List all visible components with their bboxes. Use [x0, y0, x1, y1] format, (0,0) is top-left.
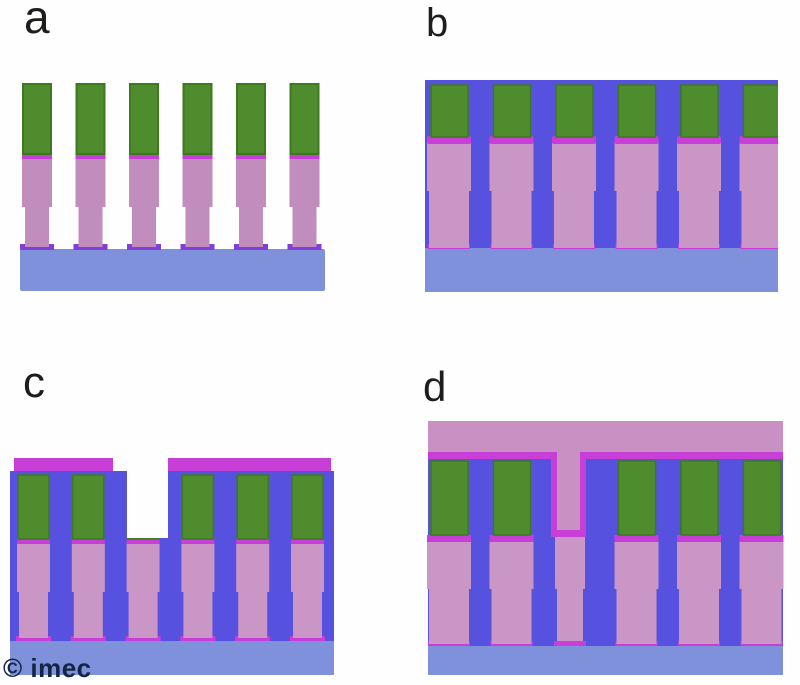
pillar — [613, 84, 660, 250]
trench-liner-right — [580, 452, 586, 537]
gapfill-blue — [10, 471, 334, 642]
pillar — [19, 83, 55, 251]
pillar — [613, 460, 660, 647]
substrate — [10, 641, 334, 675]
trench-liner-bottom — [551, 530, 586, 537]
pillar — [551, 84, 597, 250]
panel-b-label: b — [426, 1, 448, 45]
pillar — [126, 83, 162, 251]
resist-strip-right — [168, 458, 331, 471]
pillar — [233, 83, 269, 251]
panel-d: d — [423, 363, 785, 675]
panel-c-label: c — [23, 358, 45, 407]
pillar — [179, 83, 216, 251]
pillar — [738, 460, 785, 647]
imec-watermark: © imec — [3, 653, 92, 683]
pillar — [676, 460, 722, 647]
panel-d-label: d — [423, 363, 446, 410]
pillar — [15, 474, 52, 642]
panel-a-label: a — [24, 0, 50, 43]
middle-pillar-base-line — [554, 641, 586, 646]
pillar — [426, 84, 472, 250]
pillar — [676, 84, 722, 250]
panel-c: c © imec — [3, 358, 334, 683]
gapfill-blue — [428, 459, 783, 646]
substrate — [425, 248, 778, 292]
pillar — [488, 460, 535, 647]
pillar — [289, 474, 326, 642]
pillar — [286, 83, 323, 251]
pillar — [179, 474, 217, 642]
overcoat-pink-layer — [428, 421, 783, 452]
substrate — [20, 249, 325, 291]
substrate — [428, 646, 783, 675]
pillar — [426, 460, 472, 647]
pillar — [488, 84, 535, 250]
middle-fin-pink-lower — [557, 588, 583, 644]
pillar — [234, 474, 271, 642]
liner-line — [428, 452, 783, 459]
trench-fill-pink — [557, 446, 580, 530]
pillar — [72, 83, 109, 251]
pillar — [70, 474, 107, 642]
trench-liner-left — [551, 452, 557, 537]
middle-fin-pink-upper — [555, 537, 585, 589]
panel-b: b — [425, 1, 778, 292]
resist-strip-left — [14, 458, 113, 471]
etched-opening — [127, 455, 168, 538]
pillar — [738, 84, 778, 250]
panel-a: a — [19, 0, 325, 291]
